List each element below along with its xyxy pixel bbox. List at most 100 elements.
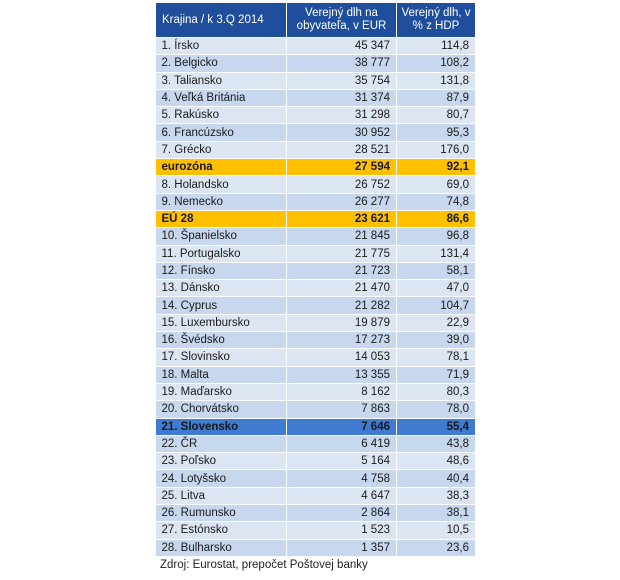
debt-pct-gdp-cell: 104,7 (396, 296, 476, 315)
debt-pct-gdp-cell: 71,9 (396, 366, 476, 384)
country-cell: 23. Poľsko (155, 452, 287, 470)
debt-per-capita-cell: 26 277 (286, 193, 397, 211)
table-header: Krajina / k 3.Q 2014 Verejný dlh na obyv… (155, 2, 476, 38)
debt-per-capita-cell: 1 357 (286, 539, 397, 557)
debt-table: Krajina / k 3.Q 2014 Verejný dlh na obyv… (155, 2, 476, 557)
debt-per-capita-cell: 30 952 (286, 123, 397, 142)
debt-per-capita-cell: 4 647 (286, 487, 397, 505)
debt-pct-gdp-cell: 40,4 (396, 469, 476, 488)
country-cell: 26. Rumunsko (155, 504, 287, 522)
debt-per-capita-cell: 28 521 (286, 141, 397, 159)
table-row: 10. Španielsko 21 845 96,8 (155, 227, 476, 246)
table-row: 6. Francúzsko 30 952 95,3 (155, 123, 476, 142)
debt-per-capita-cell: 26 752 (286, 175, 397, 194)
debt-pct-gdp-cell: 22,9 (396, 314, 476, 332)
table-row: EÚ 28 23 621 86,6 (155, 210, 476, 228)
debt-pct-gdp-cell: 114,8 (396, 37, 476, 55)
table-body: 1. Írsko 45 347 114,8 2. Belgicko 38 777 108,… (155, 37, 476, 557)
table-row: 12. Fínsko 21 723 58,1 (155, 262, 476, 280)
debt-per-capita-cell: 13 355 (286, 366, 397, 384)
country-cell: 15. Luxembursko (155, 314, 287, 332)
debt-pct-gdp-cell: 38,1 (396, 504, 476, 522)
debt-per-capita-cell: 38 777 (286, 54, 397, 73)
debt-table-container: Krajina / k 3.Q 2014 Verejný dlh na obyv… (155, 2, 476, 557)
table-row: 28. Bulharsko 1 357 23,6 (155, 539, 476, 557)
header-debt-per-capita: Verejný dlh na obyvateľa, v EUR (286, 2, 397, 38)
table-row: 15. Luxembursko 19 879 22,9 (155, 314, 476, 332)
debt-per-capita-cell: 8 162 (286, 383, 397, 401)
table-row: 9. Nemecko 26 277 74,8 (155, 193, 476, 211)
debt-pct-gdp-cell: 92,1 (396, 158, 476, 176)
table-row: 2. Belgicko 38 777 108,2 (155, 54, 476, 73)
debt-pct-gdp-cell: 96,8 (396, 227, 476, 246)
country-cell: 20. Chorvátsko (155, 400, 287, 419)
header-country: Krajina / k 3.Q 2014 (155, 2, 287, 38)
debt-pct-gdp-cell: 131,8 (396, 72, 476, 90)
debt-per-capita-cell: 2 864 (286, 504, 397, 522)
country-cell: 1. Írsko (155, 37, 287, 55)
debt-pct-gdp-cell: 39,0 (396, 331, 476, 349)
debt-per-capita-cell: 27 594 (286, 158, 397, 176)
table-row: 8. Holandsko 26 752 69,0 (155, 175, 476, 194)
debt-pct-gdp-cell: 48,6 (396, 452, 476, 470)
debt-per-capita-cell: 5 164 (286, 452, 397, 470)
table-row: 5. Rakúsko 31 298 80,7 (155, 106, 476, 124)
table-row: 14. Cyprus 21 282 104,7 (155, 296, 476, 315)
country-cell: 24. Lotyšsko (155, 469, 287, 488)
country-cell: 8. Holandsko (155, 175, 287, 194)
debt-pct-gdp-cell: 80,3 (396, 383, 476, 401)
country-cell: 9. Nemecko (155, 193, 287, 211)
debt-per-capita-cell: 7 646 (286, 418, 397, 436)
country-cell: 12. Fínsko (155, 262, 287, 280)
debt-per-capita-cell: 45 347 (286, 37, 397, 55)
country-cell: 3. Taliansko (155, 72, 287, 90)
table-row: 22. ČR 6 419 43,8 (155, 435, 476, 453)
table-row: 24. Lotyšsko 4 758 40,4 (155, 469, 476, 488)
debt-per-capita-cell: 4 758 (286, 469, 397, 488)
table-row: 1. Írsko 45 347 114,8 (155, 37, 476, 55)
country-cell: 16. Švédsko (155, 331, 287, 349)
debt-per-capita-cell: 7 863 (286, 400, 397, 419)
debt-pct-gdp-cell: 108,2 (396, 54, 476, 73)
debt-pct-gdp-cell: 58,1 (396, 262, 476, 280)
country-cell: 18. Malta (155, 366, 287, 384)
debt-per-capita-cell: 17 273 (286, 331, 397, 349)
debt-pct-gdp-cell: 80,7 (396, 106, 476, 124)
debt-pct-gdp-cell: 55,4 (396, 418, 476, 436)
country-cell: 27. Estónsko (155, 521, 287, 540)
table-row: 13. Dánsko 21 470 47,0 (155, 279, 476, 297)
table-row: 19. Maďarsko 8 162 80,3 (155, 383, 476, 401)
table-row: 7. Grécko 28 521 176,0 (155, 141, 476, 159)
table-row: 25. Litva 4 647 38,3 (155, 487, 476, 505)
debt-per-capita-cell: 1 523 (286, 521, 397, 540)
table-row: 21. Slovensko 7 646 55,4 (155, 418, 476, 436)
country-cell: eurozóna (155, 158, 287, 176)
debt-pct-gdp-cell: 38,3 (396, 487, 476, 505)
table-row: 11. Portugalsko 21 775 131,4 (155, 245, 476, 263)
table-row: 18. Malta 13 355 71,9 (155, 366, 476, 384)
debt-per-capita-cell: 21 775 (286, 245, 397, 263)
debt-pct-gdp-cell: 69,0 (396, 175, 476, 194)
debt-per-capita-cell: 35 754 (286, 72, 397, 90)
debt-pct-gdp-cell: 95,3 (396, 123, 476, 142)
debt-pct-gdp-cell: 86,6 (396, 210, 476, 228)
debt-per-capita-cell: 21 845 (286, 227, 397, 246)
debt-pct-gdp-cell: 10,5 (396, 521, 476, 540)
debt-pct-gdp-cell: 176,0 (396, 141, 476, 159)
debt-pct-gdp-cell: 23,6 (396, 539, 476, 557)
country-cell: 4. Veľká Británia (155, 89, 287, 107)
country-cell: 2. Belgicko (155, 54, 287, 73)
debt-pct-gdp-cell: 43,8 (396, 435, 476, 453)
table-row: 3. Taliansko 35 754 131,8 (155, 72, 476, 90)
debt-per-capita-cell: 19 879 (286, 314, 397, 332)
table-row: 20. Chorvátsko 7 863 78,0 (155, 400, 476, 419)
table-row: eurozóna 27 594 92,1 (155, 158, 476, 176)
country-cell: 22. ČR (155, 435, 287, 453)
header-debt-pct-gdp: Verejný dlh, v % z HDP (396, 2, 476, 38)
country-cell: 14. Cyprus (155, 296, 287, 315)
debt-pct-gdp-cell: 131,4 (396, 245, 476, 263)
debt-per-capita-cell: 14 053 (286, 348, 397, 367)
country-cell: 11. Portugalsko (155, 245, 287, 263)
country-cell: 13. Dánsko (155, 279, 287, 297)
table-row: 26. Rumunsko 2 864 38,1 (155, 504, 476, 522)
